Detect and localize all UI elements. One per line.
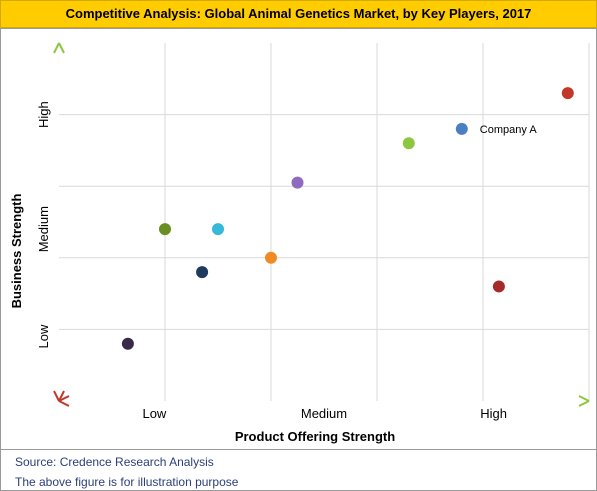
axes — [53, 42, 590, 407]
y-axis-label: Business Strength — [9, 194, 24, 309]
chart-svg: Low Medium High Low Medium High Company A Pro… — [9, 42, 590, 444]
x-axis-label: Product Offering Strength — [235, 429, 395, 444]
scatter-point — [212, 223, 224, 236]
scatter-point — [492, 280, 505, 293]
y-tick-label: Medium — [36, 206, 51, 252]
source-text: Source: Credence Research Analysis — [15, 455, 214, 469]
scatter-point — [121, 337, 134, 350]
x-axis-left-arrow — [58, 395, 70, 407]
point-label: Company A — [480, 124, 538, 136]
scatter-point — [196, 266, 209, 279]
scatter-point — [561, 87, 574, 100]
chart-title: Competitive Analysis: Global Animal Gene… — [0, 0, 597, 28]
chart-footer: Source: Credence Research Analysis The a… — [0, 450, 597, 491]
grid-lines — [59, 43, 590, 401]
scatter-point — [455, 122, 468, 135]
y-axis-bottom-arrow — [53, 390, 65, 402]
y-axis-top-arrow — [53, 42, 65, 54]
tick-labels: Low Medium High Low Medium High — [36, 101, 507, 421]
data-points: Company A — [121, 87, 574, 350]
x-axis-right-arrow — [578, 395, 590, 407]
illustration-note: The above figure is for illustration pur… — [15, 475, 239, 489]
x-tick-label: High — [480, 406, 507, 421]
scatter-point — [265, 251, 277, 264]
plot-area: Low Medium High Low Medium High Company A Pro… — [0, 28, 597, 450]
scatter-point — [291, 176, 304, 189]
scatter-point — [159, 223, 171, 236]
y-tick-label: Low — [36, 324, 51, 348]
scatter-point — [402, 137, 415, 150]
y-tick-label: High — [36, 101, 51, 128]
x-tick-label: Low — [142, 406, 166, 421]
x-tick-label: Medium — [301, 406, 347, 421]
